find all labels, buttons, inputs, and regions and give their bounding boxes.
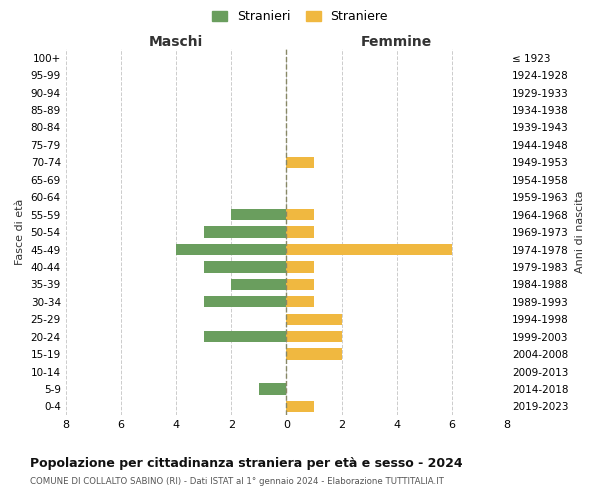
- Bar: [231, 278, 286, 290]
- Bar: [286, 401, 314, 412]
- Bar: [286, 314, 341, 325]
- Bar: [203, 331, 286, 342]
- Bar: [231, 209, 286, 220]
- Text: Popolazione per cittadinanza straniera per età e sesso - 2024: Popolazione per cittadinanza straniera p…: [30, 458, 463, 470]
- Bar: [286, 348, 341, 360]
- Bar: [286, 226, 314, 237]
- Bar: [286, 278, 314, 290]
- Bar: [286, 244, 452, 255]
- Text: Femmine: Femmine: [361, 35, 433, 49]
- Bar: [203, 296, 286, 308]
- Text: COMUNE DI COLLALTO SABINO (RI) - Dati ISTAT al 1° gennaio 2024 - Elaborazione TU: COMUNE DI COLLALTO SABINO (RI) - Dati IS…: [30, 478, 444, 486]
- Bar: [286, 331, 341, 342]
- Legend: Stranieri, Straniere: Stranieri, Straniere: [208, 6, 392, 26]
- Y-axis label: Anni di nascita: Anni di nascita: [575, 191, 585, 274]
- Bar: [286, 296, 314, 308]
- Bar: [286, 209, 314, 220]
- Bar: [259, 384, 286, 394]
- Bar: [286, 156, 314, 168]
- Y-axis label: Fasce di età: Fasce di età: [15, 199, 25, 266]
- Bar: [176, 244, 286, 255]
- Bar: [286, 262, 314, 272]
- Bar: [203, 226, 286, 237]
- Text: Maschi: Maschi: [149, 35, 203, 49]
- Bar: [203, 262, 286, 272]
